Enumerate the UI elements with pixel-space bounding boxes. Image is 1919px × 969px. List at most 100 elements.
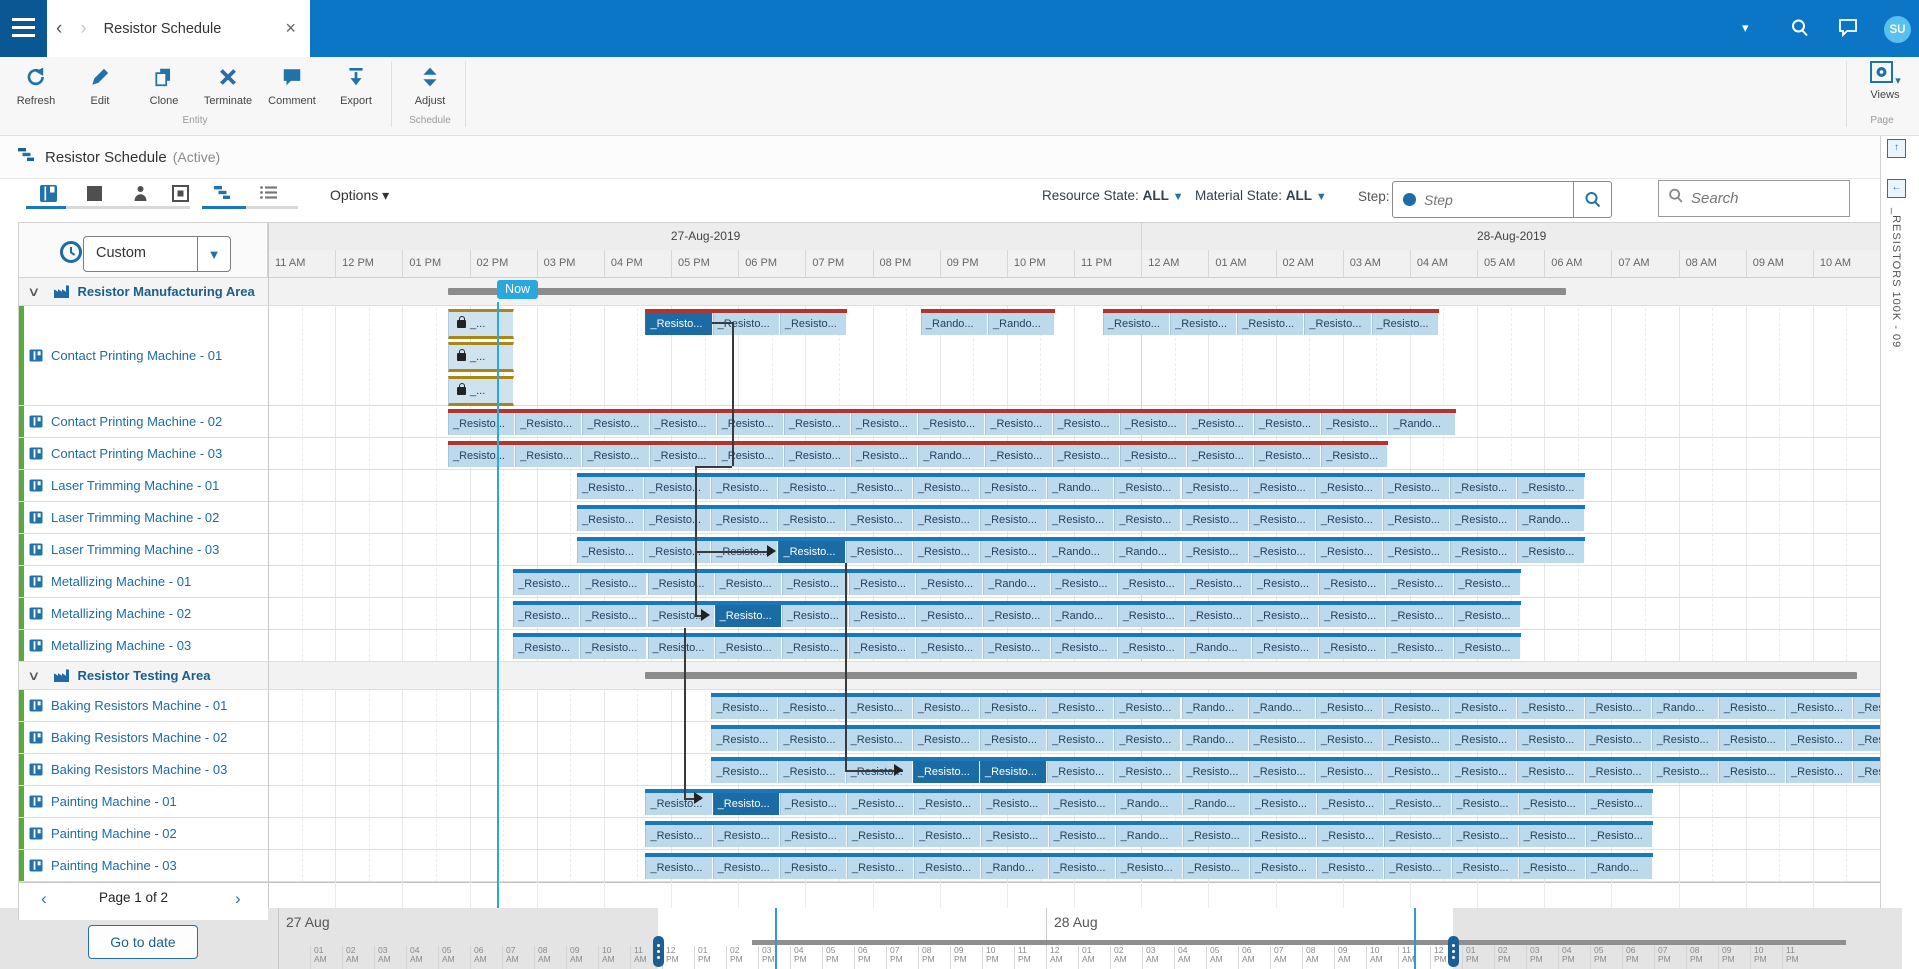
random-task-bar[interactable]: _Rando... <box>981 853 1049 879</box>
task-bar[interactable]: _Resisto... <box>1252 601 1320 627</box>
task-bar[interactable]: _Resisto... <box>1853 757 1880 783</box>
task-bar[interactable]: _Resisto... <box>1585 789 1654 815</box>
task-bar[interactable]: _Resisto... <box>1317 789 1385 815</box>
export-button[interactable]: Export <box>324 62 388 114</box>
task-bar[interactable]: _Resisto... <box>1250 853 1318 879</box>
task-bar[interactable]: _Resisto... <box>912 725 980 751</box>
random-task-bar[interactable]: _Rando... <box>1115 789 1183 815</box>
task-bar[interactable]: _Resisto... <box>1453 601 1521 627</box>
random-task-bar[interactable]: _Rando... <box>983 569 1051 595</box>
task-bar[interactable]: _Resisto... <box>1450 473 1518 499</box>
task-bar[interactable]: _Resisto... <box>1315 505 1383 531</box>
task-bar[interactable]: _Resisto... <box>1584 693 1652 719</box>
resource-machine-row[interactable]: Metallizing Machine - 03 <box>18 630 268 662</box>
random-task-bar[interactable]: _Rando... <box>1651 693 1719 719</box>
task-bar[interactable]: _Resisto... <box>1315 693 1383 719</box>
task-bar[interactable]: _Resisto... <box>1321 441 1389 467</box>
gantt-mode-icon[interactable] <box>210 184 234 204</box>
collapse-left-icon[interactable]: ← <box>1887 179 1906 198</box>
random-task-bar[interactable]: _Rando... <box>1517 505 1585 531</box>
task-bar[interactable]: _Resisto... <box>1315 757 1383 783</box>
task-bar[interactable]: _Resisto... <box>711 505 779 531</box>
tab-close-icon[interactable]: × <box>285 18 296 38</box>
task-bar[interactable]: _Resisto... <box>981 821 1049 847</box>
task-bar[interactable]: _Resisto... <box>916 569 984 595</box>
task-bar[interactable]: _Resisto... <box>645 853 713 879</box>
selected-task-bar[interactable]: _Resisto... <box>778 537 846 563</box>
task-bar[interactable]: _Resisto... <box>849 633 917 659</box>
task-bar[interactable]: _Resisto... <box>644 537 712 563</box>
resource-machine-row[interactable]: Baking Resistors Machine - 01 <box>18 690 268 722</box>
resource-machine-row[interactable]: Contact Printing Machine - 02 <box>18 406 268 438</box>
task-bar[interactable]: _Resisto... <box>1383 693 1451 719</box>
chat-icon[interactable] <box>1838 18 1859 43</box>
task-bar[interactable]: _Resisto... <box>1383 725 1451 751</box>
task-bar[interactable]: _Resisto... <box>1304 309 1372 335</box>
task-bar[interactable]: _Resisto... <box>1250 821 1318 847</box>
task-bar[interactable]: _Resisto... <box>985 409 1053 435</box>
task-bar[interactable]: _Resisto... <box>914 853 982 879</box>
task-bar[interactable]: _Resisto... <box>778 473 846 499</box>
list-mode-icon[interactable] <box>256 184 280 204</box>
document-tab[interactable]: ‹ › Resistor Schedule × <box>47 0 310 57</box>
task-bar[interactable]: _Resisto... <box>779 309 847 335</box>
task-bar[interactable]: _Resisto... <box>582 441 650 467</box>
task-bar[interactable]: _Resisto... <box>778 757 846 783</box>
task-bar[interactable]: _Resisto... <box>1052 441 1120 467</box>
back-arrow-icon[interactable]: ‹ <box>56 17 63 39</box>
task-bar[interactable]: _Resisto... <box>1186 409 1255 435</box>
task-bar[interactable]: _Resisto... <box>1050 569 1118 595</box>
selected-task-bar[interactable]: _Resisto... <box>912 757 980 783</box>
random-task-bar[interactable]: _Rando... <box>918 441 986 467</box>
task-bar[interactable]: _Resisto... <box>1319 601 1387 627</box>
task-bar[interactable]: _Resisto... <box>1786 725 1854 751</box>
resource-machine-row[interactable]: Metallizing Machine - 02 <box>18 598 268 630</box>
task-bar[interactable]: _Resisto... <box>711 693 779 719</box>
task-bar[interactable]: _Resisto... <box>649 441 717 467</box>
task-bar[interactable]: _Resisto... <box>1451 821 1519 847</box>
task-bar[interactable]: _Resisto... <box>714 633 782 659</box>
resource-machine-row[interactable]: Metallizing Machine - 01 <box>18 566 268 598</box>
task-bar[interactable]: _Resisto... <box>1048 853 1116 879</box>
task-bar[interactable]: _Resisto... <box>647 569 715 595</box>
task-bar[interactable]: _Resisto... <box>1048 789 1116 815</box>
task-bar[interactable]: _Resisto... <box>1319 569 1387 595</box>
task-bar[interactable]: _Resisto... <box>1317 853 1385 879</box>
task-bar[interactable]: _Resisto... <box>912 505 980 531</box>
collapse-up-icon[interactable]: ↑ <box>1887 139 1906 158</box>
task-bar[interactable]: _Resisto... <box>448 409 516 435</box>
task-bar[interactable]: _Resisto... <box>1584 725 1652 751</box>
task-bar[interactable]: _Resisto... <box>1254 441 1322 467</box>
task-bar[interactable]: _Resisto... <box>1250 789 1318 815</box>
random-task-bar[interactable]: _Rando... <box>1115 821 1183 847</box>
random-task-bar[interactable]: _Rando... <box>1047 473 1115 499</box>
task-bar[interactable]: _Resisto... <box>513 633 581 659</box>
selected-task-bar[interactable]: _Resisto... <box>714 601 782 627</box>
task-bar[interactable]: _Resisto... <box>644 505 712 531</box>
task-bar[interactable]: _Resisto... <box>983 633 1051 659</box>
task-bar[interactable]: _Resisto... <box>845 537 913 563</box>
task-bar[interactable]: _Resisto... <box>980 693 1048 719</box>
locked-task-bar[interactable]: _... <box>448 375 514 406</box>
task-bar[interactable]: _Resisto... <box>712 821 780 847</box>
task-bar[interactable]: _Resisto... <box>515 409 583 435</box>
prev-page-icon[interactable]: ‹ <box>41 889 47 908</box>
task-bar[interactable]: _Resisto... <box>1386 633 1454 659</box>
overview-drag-handle[interactable] <box>653 936 665 967</box>
task-bar[interactable]: _Resisto... <box>1451 853 1519 879</box>
task-bar[interactable]: _Resisto... <box>711 473 779 499</box>
task-bar[interactable]: _Resisto... <box>847 853 915 879</box>
task-bar[interactable]: _Resisto... <box>1114 693 1182 719</box>
overview-drag-handle[interactable] <box>1448 936 1460 967</box>
operator-view-icon[interactable] <box>128 184 152 204</box>
resource-machine-row[interactable]: Painting Machine - 01 <box>18 786 268 818</box>
task-bar[interactable]: _Resisto... <box>1102 309 1171 335</box>
task-bar[interactable]: _Resisto... <box>1517 537 1585 563</box>
task-bar[interactable]: _Resisto... <box>980 725 1048 751</box>
task-bar[interactable]: _Resisto... <box>1181 505 1249 531</box>
task-bar[interactable]: _Resisto... <box>1383 757 1451 783</box>
hamburger-menu-button[interactable] <box>0 0 47 57</box>
task-bar[interactable]: _Resisto... <box>1319 633 1387 659</box>
task-bar[interactable]: _Resisto... <box>644 473 712 499</box>
task-bar[interactable]: _Resisto... <box>1048 821 1116 847</box>
